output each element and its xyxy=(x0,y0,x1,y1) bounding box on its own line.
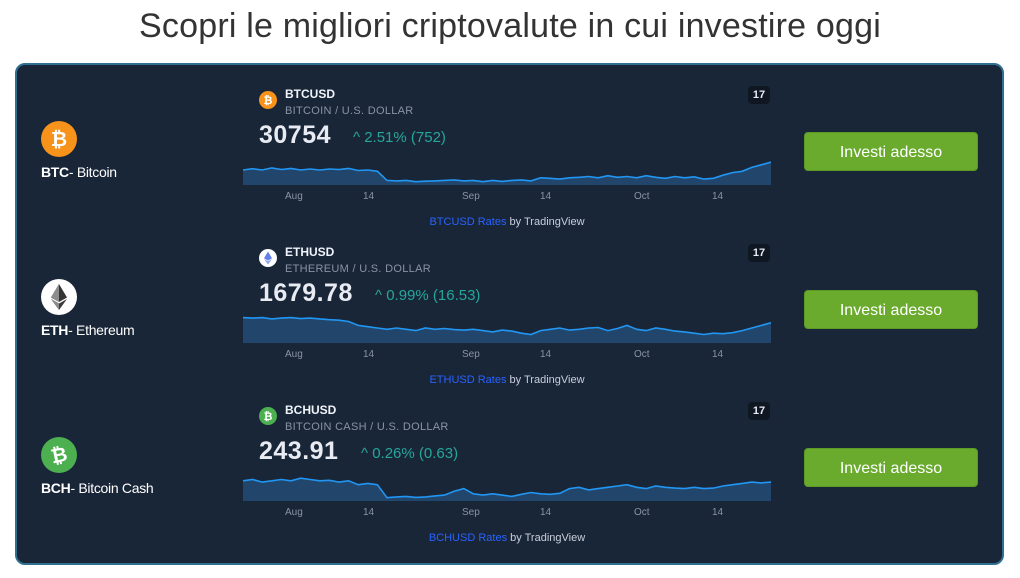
rates-link[interactable]: BCHUSD Rates xyxy=(428,532,508,544)
symbol-description: ETHEREUM / U.S. DOLLAR xyxy=(285,263,431,275)
x-tick: Sep xyxy=(462,191,480,202)
chart-area xyxy=(243,317,771,343)
x-tick: Oct xyxy=(634,349,650,360)
crypto-row-btc: ₿ BTC- Bitcoin ₿ BTCUSD BITCOIN / U.S. D… xyxy=(17,65,1002,228)
price-change: ^ 0.99% (16.53) xyxy=(375,287,481,304)
ethereum-icon xyxy=(41,279,77,315)
rates-link[interactable]: BTCUSD Rates xyxy=(429,216,507,228)
attribution: BCHUSD Rates by TradingView xyxy=(243,532,771,544)
coin-name: - Bitcoin xyxy=(68,164,117,180)
tradingview-logo-icon[interactable]: 17 xyxy=(748,402,770,420)
attribution-text: by TradingView xyxy=(506,374,585,386)
price: 243.91 xyxy=(259,437,339,465)
mini-price-chart xyxy=(243,161,771,185)
rates-link[interactable]: ETHUSD Rates xyxy=(429,374,507,386)
x-tick: Sep xyxy=(462,349,480,360)
svg-text:₿: ₿ xyxy=(51,127,67,151)
invest-button-btc[interactable]: Investi adesso xyxy=(804,132,978,171)
symbol-description: BITCOIN CASH / U.S. DOLLAR xyxy=(285,421,449,433)
x-tick: 14 xyxy=(540,349,552,360)
x-tick: Aug xyxy=(285,349,303,360)
crypto-panel: ₿ BTC- Bitcoin ₿ BTCUSD BITCOIN / U.S. D… xyxy=(15,63,1004,565)
mini-price-chart xyxy=(243,316,771,343)
x-tick: 14 xyxy=(540,191,552,202)
coin-label: BTC- Bitcoin xyxy=(41,164,117,180)
x-tick: 14 xyxy=(712,507,724,518)
bitcoin-icon: ₿ xyxy=(41,121,77,157)
x-tick: 14 xyxy=(712,191,724,202)
attribution: ETHUSD Rates by TradingView xyxy=(243,374,771,386)
tradingview-logo-icon[interactable]: 17 xyxy=(748,244,770,262)
x-tick: 14 xyxy=(363,349,375,360)
attribution: BTCUSD Rates by TradingView xyxy=(243,216,771,228)
tradingview-logo-icon[interactable]: 17 xyxy=(748,86,770,104)
svg-text:₿: ₿ xyxy=(264,410,273,423)
coin-name: - Bitcoin Cash xyxy=(70,480,154,496)
symbol-name[interactable]: ETHUSD xyxy=(285,245,335,259)
coin-label: BCH- Bitcoin Cash xyxy=(41,480,154,496)
bitcoin-icon: ₿ xyxy=(259,91,277,109)
tradingview-widget-btc[interactable]: ₿ BTCUSD BITCOIN / U.S. DOLLAR 30754 ^ 2… xyxy=(243,65,771,228)
chart-area xyxy=(243,162,771,185)
tradingview-widget-eth[interactable]: ETHUSD ETHEREUM / U.S. DOLLAR 1679.78 ^ … xyxy=(243,223,771,386)
symbol-description: BITCOIN / U.S. DOLLAR xyxy=(285,105,414,117)
invest-button-bch[interactable]: Investi adesso xyxy=(804,448,978,487)
x-tick: 14 xyxy=(540,507,552,518)
bitcoin-cash-icon: ₿ xyxy=(259,407,277,425)
symbol-name[interactable]: BCHUSD xyxy=(285,403,337,417)
x-tick: Oct xyxy=(634,191,650,202)
x-tick: Sep xyxy=(462,507,480,518)
coin-ticker: BTC xyxy=(41,164,69,180)
page-title: Scopri le migliori criptovalute in cui i… xyxy=(139,7,881,45)
mini-price-chart xyxy=(243,477,771,501)
price-change: ^ 0.26% (0.63) xyxy=(361,445,459,462)
price: 1679.78 xyxy=(259,279,353,307)
crypto-row-eth: ETH- Ethereum ETHUSD ETHEREUM / U.S. DOL… xyxy=(17,223,1002,386)
svg-text:₿: ₿ xyxy=(49,442,70,469)
invest-button-eth[interactable]: Investi adesso xyxy=(804,290,978,329)
price: 30754 xyxy=(259,121,332,149)
coin-ticker: BCH xyxy=(41,480,71,496)
coin-name: - Ethereum xyxy=(68,322,135,338)
attribution-text: by TradingView xyxy=(507,532,586,544)
tradingview-widget-bch[interactable]: ₿ BCHUSD BITCOIN CASH / U.S. DOLLAR 243.… xyxy=(243,381,771,544)
chart-line xyxy=(243,161,771,183)
ethereum-icon xyxy=(259,249,277,267)
svg-text:₿: ₿ xyxy=(264,94,273,107)
crypto-row-bch: ₿ BCH- Bitcoin Cash ₿ BCHUSD BITCOIN CAS… xyxy=(17,381,1002,544)
x-tick: 14 xyxy=(712,349,724,360)
x-tick: Aug xyxy=(285,191,303,202)
chart-area xyxy=(243,478,771,501)
price-change: ^ 2.51% (752) xyxy=(353,129,446,146)
symbol-name[interactable]: BTCUSD xyxy=(285,87,335,101)
bitcoin-cash-icon: ₿ xyxy=(41,437,77,473)
attribution-text: by TradingView xyxy=(506,216,585,228)
chart-line xyxy=(243,477,771,499)
coin-ticker: ETH xyxy=(41,322,69,338)
x-tick: Oct xyxy=(634,507,650,518)
x-tick: 14 xyxy=(363,191,375,202)
x-tick: Aug xyxy=(285,507,303,518)
chart-line xyxy=(243,316,771,336)
x-tick: 14 xyxy=(363,507,375,518)
coin-label: ETH- Ethereum xyxy=(41,322,135,338)
